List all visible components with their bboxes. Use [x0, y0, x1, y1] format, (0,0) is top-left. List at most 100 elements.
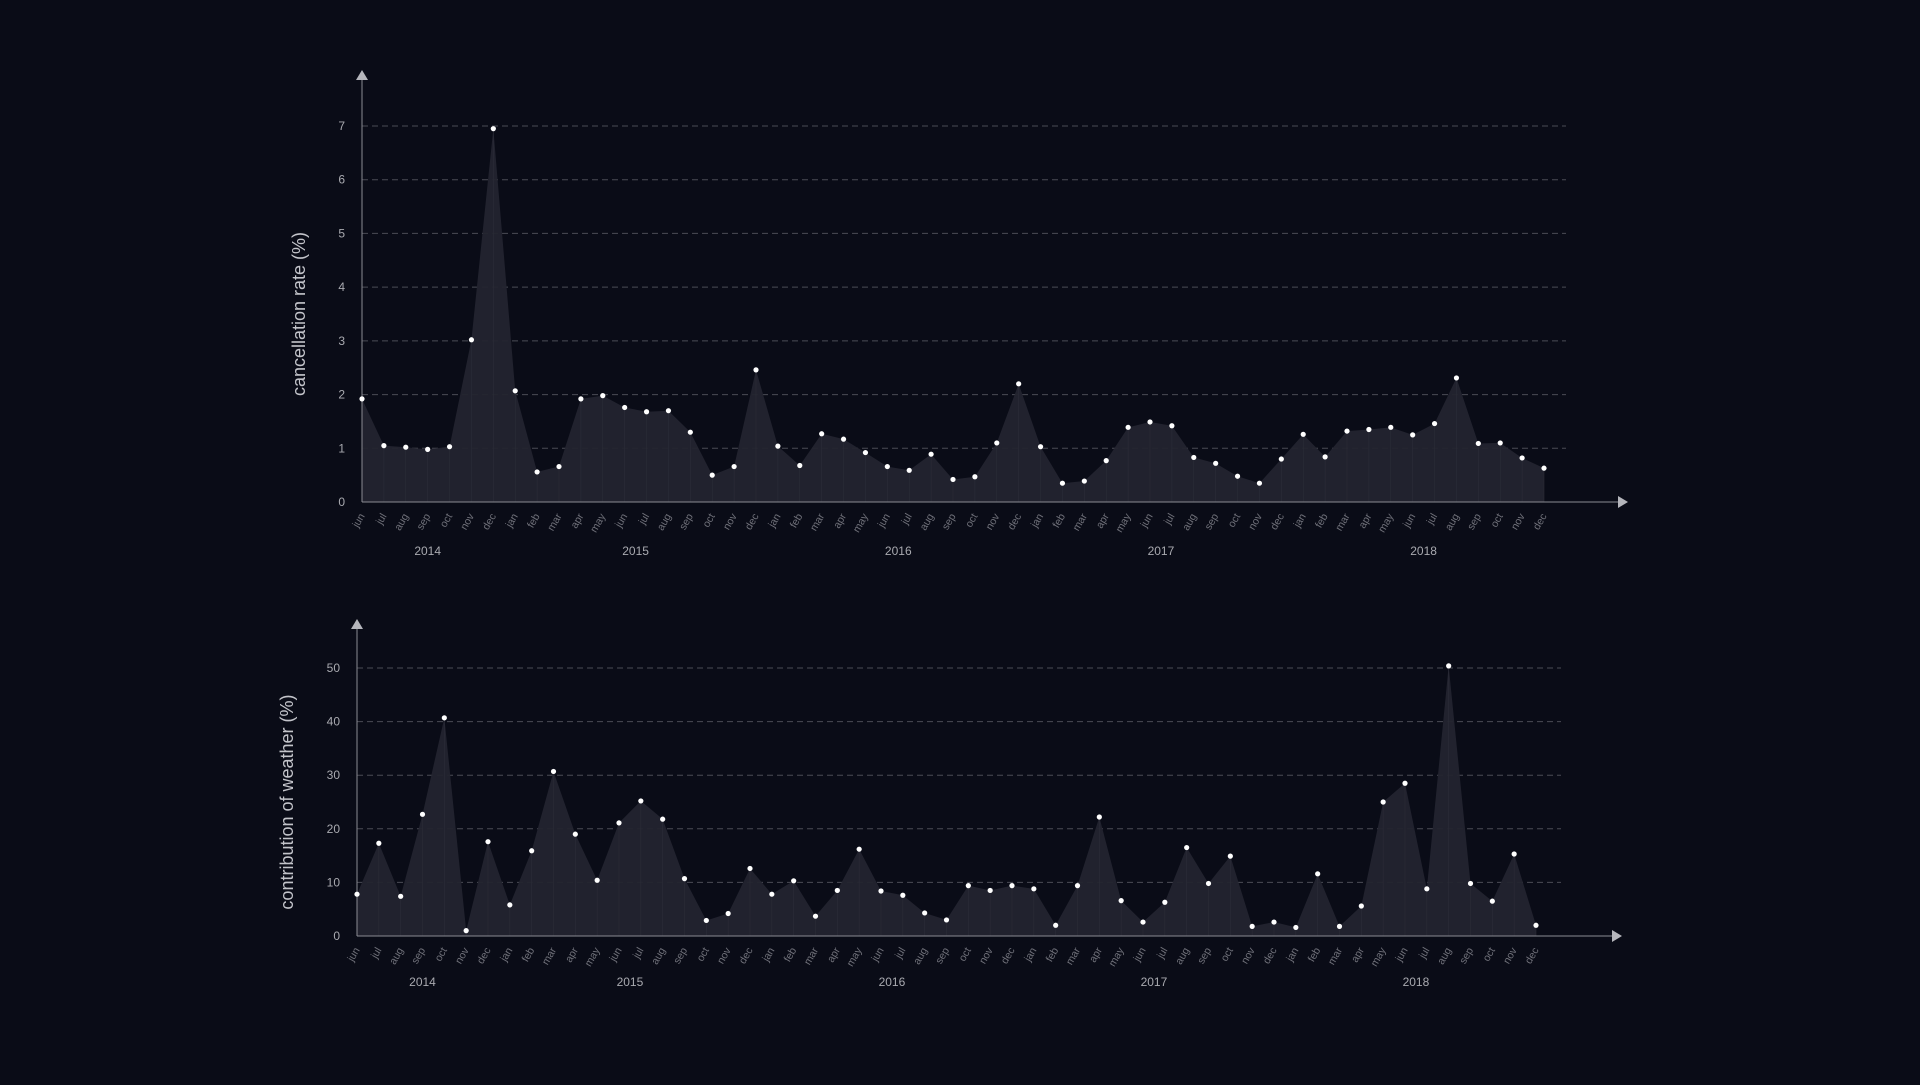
x-tick-label: jul: [636, 512, 652, 528]
data-point: [1249, 923, 1255, 929]
data-point: [1169, 423, 1175, 429]
data-point: [965, 883, 971, 889]
y-axis-label: cancellation rate (%): [289, 232, 309, 396]
x-tick-label: sep: [1195, 945, 1214, 966]
x-tick-label: feb: [788, 511, 806, 530]
y-axis-label: contribution of weather (%): [277, 694, 297, 909]
data-point: [1016, 381, 1022, 387]
data-point: [775, 443, 781, 449]
data-point: [556, 463, 562, 470]
x-tick-label: jun: [1131, 945, 1149, 964]
data-point: [1140, 919, 1146, 925]
data-point: [1256, 480, 1263, 486]
data-point: [425, 446, 431, 452]
x-tick-label: jul: [630, 946, 646, 962]
x-tick-label: feb: [520, 945, 538, 964]
data-point: [1096, 814, 1102, 820]
x-tick-label: mar: [540, 945, 560, 967]
x-tick-label: may: [1368, 945, 1389, 969]
x-tick-label: feb: [1313, 511, 1331, 530]
data-point: [1380, 799, 1386, 805]
x-tick-label: oct: [963, 511, 980, 529]
x-tick-label: jun: [345, 945, 363, 964]
x-tick-label: sep: [1465, 511, 1484, 532]
x-tick-label: mar: [1064, 945, 1084, 967]
y-tick-label: 7: [338, 119, 345, 133]
year-label: 2016: [879, 975, 906, 989]
data-point: [884, 463, 890, 470]
x-tick-label: aug: [649, 945, 668, 966]
x-tick-label: apr: [1349, 945, 1367, 965]
x-tick-label: mar: [802, 945, 822, 967]
x-tick-label: jul: [892, 946, 908, 962]
x-tick-label: sep: [1457, 945, 1476, 966]
x-tick-label: nov: [458, 511, 477, 532]
data-point: [1402, 780, 1408, 786]
x-tick-label: mar: [808, 511, 828, 533]
data-point: [354, 891, 360, 897]
data-point: [1336, 923, 1343, 929]
data-point: [359, 396, 365, 402]
x-tick-label: may: [588, 511, 609, 535]
data-point: [1162, 899, 1168, 905]
data-point: [1511, 851, 1517, 857]
data-point: [681, 876, 688, 882]
x-tick-label: aug: [655, 511, 674, 532]
data-point: [1541, 465, 1547, 471]
data-point: [922, 910, 928, 916]
data-point: [638, 798, 644, 804]
data-point: [1533, 922, 1539, 928]
x-tick-label: jul: [899, 512, 915, 528]
data-point: [1184, 844, 1190, 851]
data-point: [1278, 456, 1284, 462]
x-tick-label: sep: [940, 511, 959, 532]
data-point: [512, 388, 518, 394]
x-axis-arrow: [1618, 496, 1628, 508]
data-point: [987, 887, 993, 894]
data-point: [660, 816, 666, 822]
data-point: [441, 715, 447, 721]
x-axis-arrow: [1612, 930, 1622, 942]
x-tick-label: dec: [743, 512, 762, 533]
data-point: [665, 408, 672, 414]
x-tick-label: sep: [1202, 511, 1221, 532]
x-tick-label: feb: [1306, 945, 1324, 964]
x-tick-label: apr: [825, 945, 843, 965]
data-point: [1497, 440, 1503, 446]
x-tick-label: jan: [498, 945, 516, 964]
data-point: [1227, 853, 1233, 859]
data-point: [791, 878, 797, 884]
x-tick-label: jan: [766, 511, 784, 530]
data-point: [463, 928, 469, 934]
x-tick-label: may: [1106, 945, 1127, 969]
data-point: [1453, 375, 1460, 381]
x-tick-label: oct: [700, 511, 717, 529]
data-point: [1300, 431, 1306, 437]
x-tick-label: dec: [1531, 512, 1550, 533]
y-axis-arrow: [351, 619, 363, 629]
data-point: [731, 463, 737, 470]
data-point: [834, 887, 840, 894]
x-tick-label: nov: [977, 945, 996, 966]
x-tick-label: apr: [1087, 945, 1105, 965]
year-label: 2014: [409, 975, 436, 989]
data-point: [1205, 880, 1212, 887]
x-tick-label: apr: [563, 945, 581, 965]
x-tick-label: dec: [480, 512, 499, 533]
y-tick-label: 4: [338, 280, 345, 294]
data-point: [1009, 883, 1015, 889]
data-point: [446, 444, 453, 450]
data-point: [747, 865, 753, 872]
data-point: [398, 893, 404, 899]
data-point: [703, 917, 709, 924]
x-tick-label: sep: [414, 511, 433, 532]
data-point: [1118, 898, 1124, 904]
x-tick-label: nov: [984, 511, 1003, 532]
year-label: 2015: [617, 975, 644, 989]
data-point: [1315, 871, 1321, 877]
data-point: [1271, 919, 1277, 925]
data-point: [468, 337, 475, 343]
data-point: [600, 393, 606, 399]
data-point: [1103, 458, 1109, 464]
